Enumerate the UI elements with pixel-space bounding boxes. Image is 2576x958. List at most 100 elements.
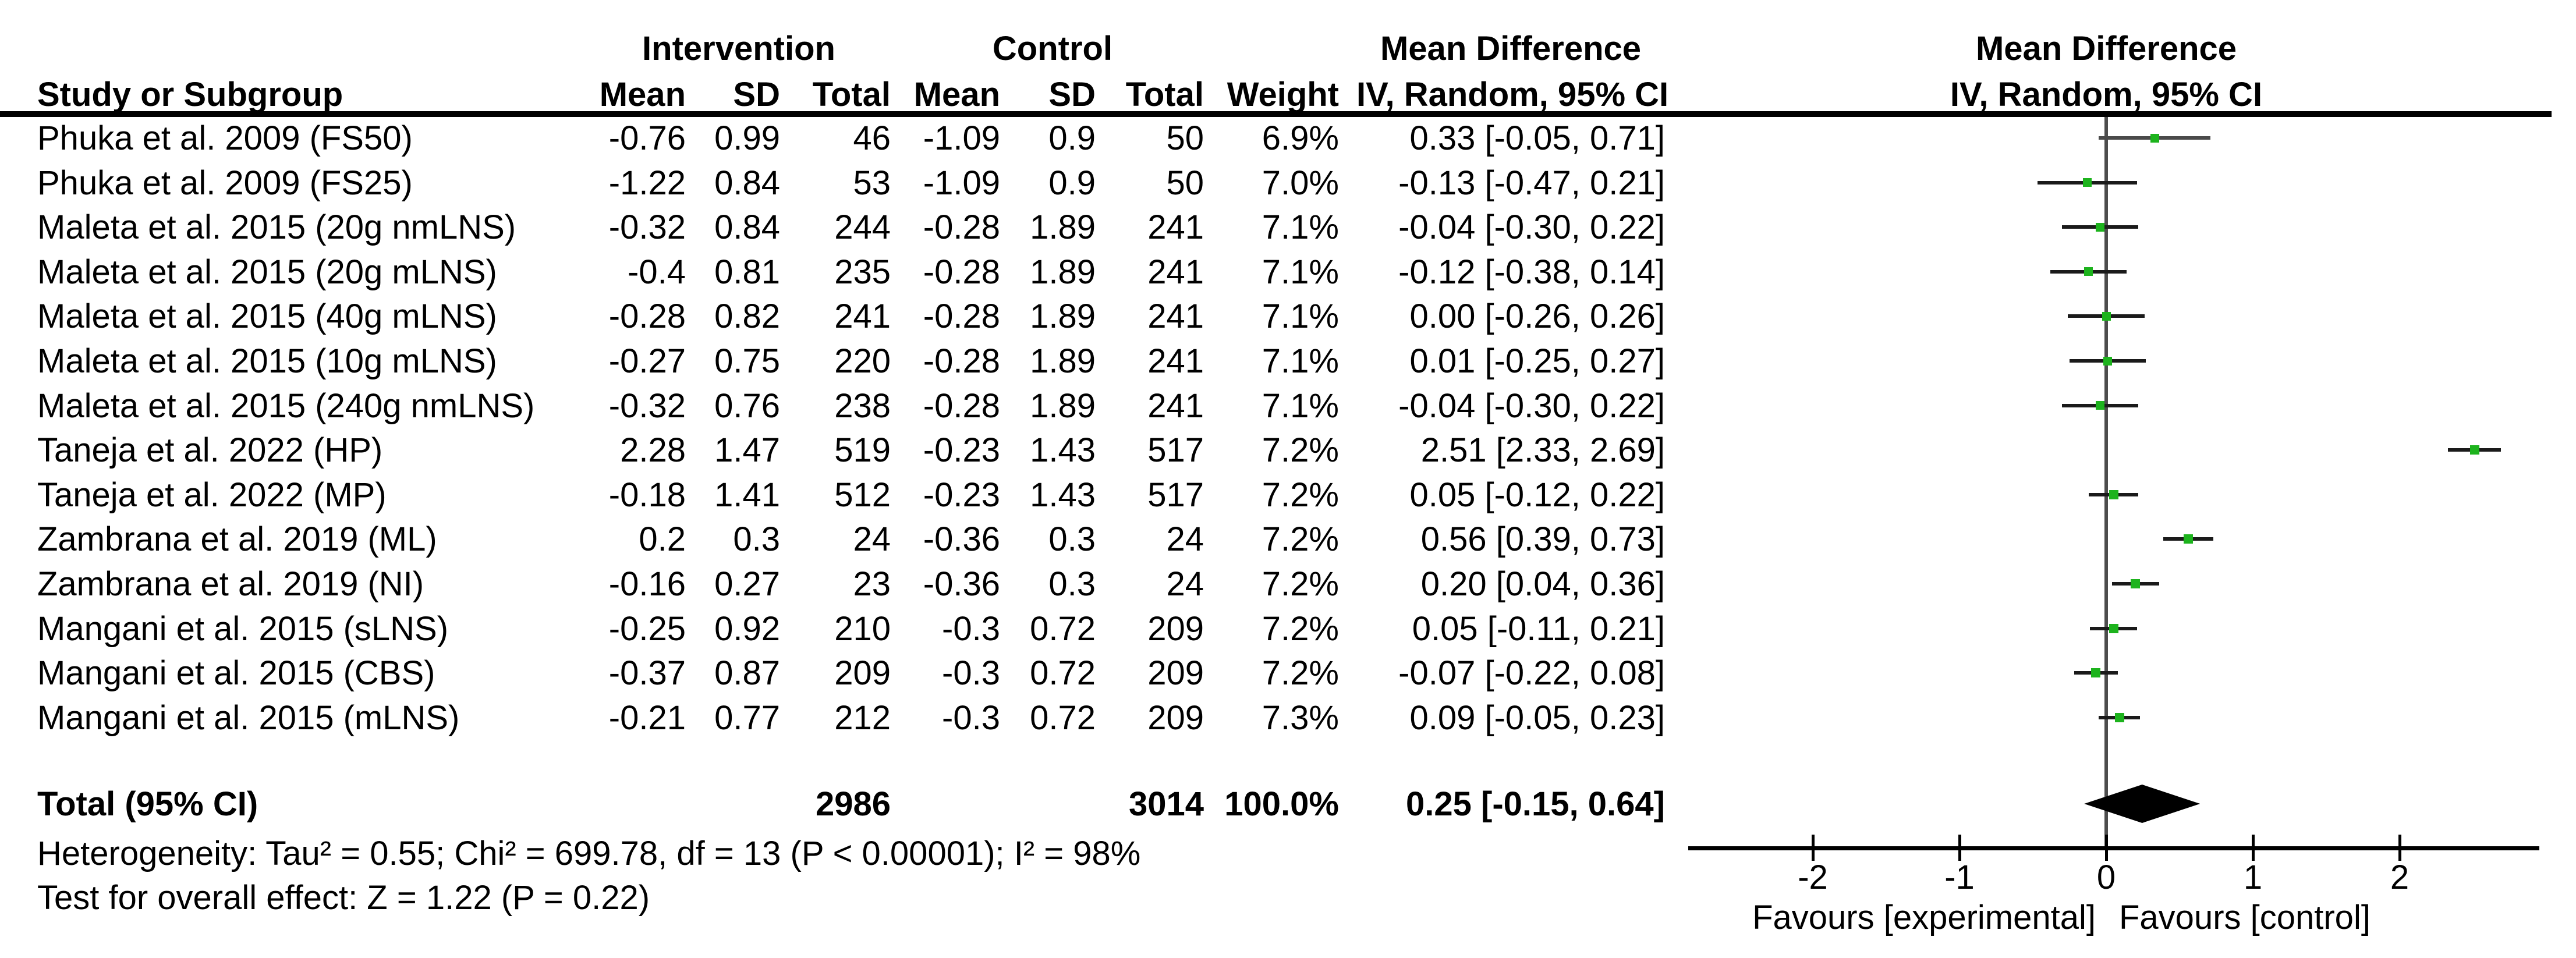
intervention-total: 244 (834, 208, 891, 247)
intervention-mean: -0.32 (608, 386, 686, 425)
axis-tick-label: 0 (2096, 858, 2116, 896)
study-marker (2102, 311, 2111, 321)
ci-text: 0.01 [-0.25, 0.27] (1409, 342, 1665, 380)
column-header-sd-control: SD (1048, 76, 1096, 113)
intervention-total: 241 (834, 297, 891, 336)
intervention-mean: -1.22 (608, 164, 686, 202)
study-marker (2150, 133, 2159, 143)
ci-text: -0.12 [-0.38, 0.14] (1398, 253, 1665, 291)
intervention-sd: 0.27 (714, 565, 780, 603)
control-total: 241 (1147, 386, 1204, 425)
control-total: 50 (1166, 164, 1204, 202)
weight-value: 7.1% (1262, 208, 1339, 247)
weight-value: 7.2% (1262, 654, 1339, 693)
study-label: Taneja et al. 2022 (HP) (37, 431, 383, 470)
total-ci-text: 0.25 [-0.15, 0.64] (1406, 785, 1665, 823)
plot-header-mean-difference: Mean Difference (1975, 30, 2237, 68)
control-total: 209 (1147, 609, 1204, 648)
intervention-total: 209 (834, 654, 891, 693)
control-sd: 1.89 (1030, 253, 1096, 291)
intervention-total: 519 (834, 431, 891, 470)
intervention-total: 53 (853, 164, 891, 202)
intervention-total: 210 (834, 609, 891, 648)
column-header-study: Study or Subgroup (37, 76, 343, 113)
intervention-sd: 0.99 (714, 119, 780, 157)
heterogeneity-stats: Heterogeneity: Tau² = 0.55; Chi² = 699.7… (37, 835, 1141, 872)
control-sd: 1.43 (1030, 476, 1096, 514)
control-total: 241 (1147, 297, 1204, 336)
weight-value: 7.2% (1262, 476, 1339, 514)
ci-text: -0.04 [-0.30, 0.22] (1398, 208, 1665, 247)
intervention-mean: 2.28 (620, 431, 686, 470)
overall-effect-test: Test for overall effect: Z = 1.22 (P = 0… (37, 879, 650, 917)
study-label: Maleta et al. 2015 (20g nmLNS) (37, 208, 516, 247)
intervention-sd: 0.84 (714, 208, 780, 247)
study-label: Zambrana et al. 2019 (NI) (37, 565, 424, 603)
intervention-total: 212 (834, 698, 891, 737)
control-total: 24 (1166, 520, 1204, 559)
ci-text: 2.51 [2.33, 2.69] (1420, 431, 1665, 470)
study-marker (2091, 668, 2101, 678)
study-marker (2109, 623, 2118, 633)
control-sd: 0.72 (1030, 609, 1096, 648)
control-mean: -0.3 (942, 609, 1000, 648)
intervention-sd: 1.41 (714, 476, 780, 514)
control-sd: 0.9 (1048, 164, 1096, 202)
control-mean: -0.3 (942, 698, 1000, 737)
intervention-sd: 0.76 (714, 386, 780, 425)
column-header-total-intervention: Total (812, 76, 891, 113)
group-header-intervention: Intervention (642, 30, 835, 68)
axis-tick-label: 1 (2243, 858, 2263, 896)
weight-value: 7.2% (1262, 520, 1339, 559)
intervention-sd: 0.84 (714, 164, 780, 202)
control-sd: 1.89 (1030, 297, 1096, 336)
weight-value: 7.2% (1262, 565, 1339, 603)
intervention-sd: 0.92 (714, 609, 780, 648)
total-intervention-n: 2986 (815, 785, 891, 823)
axis-tick-label: -1 (1944, 858, 1975, 896)
control-total: 24 (1166, 565, 1204, 603)
study-label: Mangani et al. 2015 (sLNS) (37, 609, 449, 648)
study-marker (2114, 712, 2124, 722)
study-marker (2082, 178, 2092, 187)
axis-tick-label: -2 (1798, 858, 1828, 896)
control-sd: 1.43 (1030, 431, 1096, 470)
study-label: Phuka et al. 2009 (FS50) (37, 119, 413, 157)
intervention-mean: -0.16 (608, 565, 686, 603)
column-group-header-mean-difference: Mean Difference (1380, 30, 1642, 68)
control-sd: 0.72 (1030, 654, 1096, 693)
ci-text: -0.07 [-0.22, 0.08] (1398, 654, 1665, 693)
control-total: 517 (1147, 431, 1204, 470)
study-label: Maleta et al. 2015 (20g mLNS) (37, 253, 497, 291)
control-mean: -0.36 (923, 520, 1000, 559)
intervention-mean: -0.18 (608, 476, 686, 514)
intervention-total: 23 (853, 565, 891, 603)
intervention-mean: -0.76 (608, 119, 686, 157)
intervention-mean: 0.2 (639, 520, 686, 559)
control-sd: 1.89 (1030, 208, 1096, 247)
weight-value: 7.2% (1262, 431, 1339, 470)
favours-left-label: Favours [experimental] (1752, 899, 2096, 936)
ci-text: 0.05 [-0.11, 0.21] (1412, 609, 1665, 648)
control-mean: -0.28 (923, 342, 1000, 380)
study-marker (2131, 579, 2141, 588)
column-header-weight: Weight (1227, 76, 1339, 113)
ci-text: -0.13 [-0.47, 0.21] (1398, 164, 1665, 202)
summary-diamond (2084, 785, 2201, 823)
control-sd: 0.9 (1048, 119, 1096, 157)
weight-value: 7.3% (1262, 698, 1339, 737)
zero-line (2104, 117, 2108, 846)
total-weight: 100.0% (1224, 785, 1339, 823)
weight-value: 7.1% (1262, 342, 1339, 380)
control-total: 50 (1166, 119, 1204, 157)
intervention-total: 220 (834, 342, 891, 380)
column-header-mean-intervention: Mean (599, 76, 686, 113)
study-label: Taneja et al. 2022 (MP) (37, 476, 387, 514)
ci-text: 0.09 [-0.05, 0.23] (1409, 698, 1665, 737)
study-marker (2184, 534, 2194, 544)
header-separator-line (0, 111, 2552, 117)
control-total: 241 (1147, 253, 1204, 291)
intervention-mean: -0.25 (608, 609, 686, 648)
control-sd: 1.89 (1030, 342, 1096, 380)
